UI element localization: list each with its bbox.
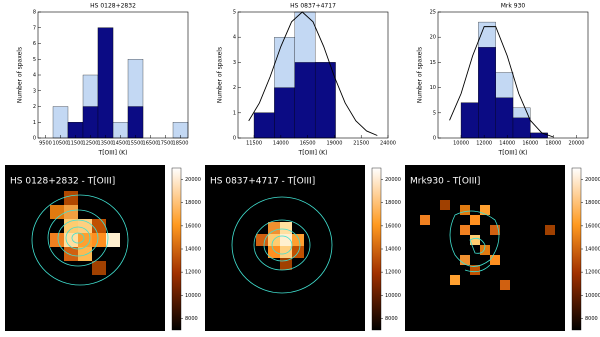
bar: [512, 117, 531, 139]
colorbar-tick-label: 14000: [185, 247, 201, 253]
y-tick-label: 8: [33, 10, 36, 16]
y-tick-label: 25: [430, 10, 436, 16]
colorbar-tick-label: 10000: [385, 293, 401, 299]
x-tick-label: 11500: [246, 141, 262, 147]
x-tick-label: 16000: [522, 141, 538, 147]
colorbar-tick-label: 18000: [585, 200, 600, 206]
map-1: [5, 165, 165, 331]
plot-frame: [237, 11, 389, 139]
y-tick-label: 5: [433, 110, 436, 116]
x-tick-label: 18000: [545, 141, 561, 147]
colorbar-tick-label: 8000: [585, 316, 598, 322]
y-tick-label: 0: [433, 136, 436, 142]
colorbar-tick-label: 16000: [185, 223, 201, 229]
bar: [460, 102, 479, 139]
y-tick-label: 0: [33, 136, 36, 142]
y-tick-label: 20: [430, 35, 436, 41]
colorbar-tick-label: 14000: [385, 247, 401, 253]
x-tick-label: 14000: [273, 141, 289, 147]
colorbar: [171, 167, 182, 331]
y-tick-label: 1: [33, 120, 36, 126]
colorbar-tick-label: 18000: [185, 200, 201, 206]
x-tick-label: 10000: [453, 141, 469, 147]
x-tick-label: 14500: [113, 141, 129, 147]
colorbar: [371, 167, 382, 331]
bar: [97, 27, 114, 139]
x-tick-label: 12500: [83, 141, 99, 147]
colorbar-tick-label: 14000: [585, 247, 600, 253]
x-tick-label: 16500: [143, 141, 159, 147]
colorbar-tick-label: 20000: [385, 177, 401, 183]
colorbar-tick-label: 8000: [185, 316, 198, 322]
chart-title: HS 0837+4717: [290, 3, 336, 10]
bar: [478, 47, 496, 139]
y-tick-label: 10: [430, 85, 436, 91]
x-tick-label: 13500: [98, 141, 114, 147]
bar: [127, 106, 144, 139]
y-tick-label: 0: [233, 136, 236, 142]
chart-title: HS 0128+2832: [90, 3, 136, 10]
x-tick-label: 14000: [499, 141, 515, 147]
y-axis-label: Number of spaxels: [217, 47, 224, 103]
x-axis-label: T[OIII] (K): [98, 150, 128, 157]
fit-curve: [248, 11, 378, 136]
map-title: HS 0128+2832 - T[OIII]: [10, 177, 115, 187]
x-tick-label: 24000: [380, 141, 396, 147]
bar: [253, 112, 275, 139]
y-tick-label: 7: [33, 25, 36, 31]
bar: [274, 87, 295, 139]
y-tick-label: 1: [233, 110, 236, 116]
y-tick-label: 2: [33, 104, 36, 110]
colorbar-tick-label: 18000: [385, 200, 401, 206]
colorbar-tick-label: 16000: [385, 223, 401, 229]
x-tick-label: 20000: [569, 141, 585, 147]
x-tick-label: 10500: [53, 141, 69, 147]
y-tick-label: 6: [33, 41, 36, 47]
colorbar-tick-label: 20000: [585, 177, 600, 183]
y-tick-label: 2: [233, 85, 236, 91]
colorbar-tick-label: 10000: [185, 293, 201, 299]
y-tick-label: 4: [233, 35, 236, 41]
bar: [495, 97, 514, 139]
chart-title: Mrk 930: [501, 3, 526, 10]
x-tick-label: 11500: [68, 141, 84, 147]
fit-curve: [449, 26, 554, 138]
colorbar-tick-label: 20000: [185, 177, 201, 183]
bar: [52, 106, 69, 139]
colorbar: [571, 167, 582, 331]
bar: [82, 106, 99, 139]
plot-frame: [437, 11, 589, 139]
y-tick-label: 5: [233, 10, 236, 16]
bar: [294, 62, 316, 139]
x-tick-label: 19000: [326, 141, 342, 147]
x-axis-label: T[OIII] (K): [298, 150, 328, 157]
x-tick-label: 9500: [39, 141, 52, 147]
map-title: HS 0837+4717 - T[OIII]: [210, 177, 315, 187]
x-tick-label: 15500: [128, 141, 144, 147]
colorbar-tick-label: 12000: [585, 270, 600, 276]
x-axis-label: T[OIII] (K): [498, 150, 528, 157]
x-tick-label: 21500: [353, 141, 369, 147]
map-title: Mrk930 - T[OIII]: [410, 177, 480, 187]
y-axis-label: Number of spaxels: [417, 47, 424, 103]
y-tick-label: 4: [33, 73, 36, 79]
x-tick-label: 16500: [300, 141, 316, 147]
y-axis-label: Number of spaxels: [17, 47, 24, 103]
bar: [314, 62, 336, 139]
y-tick-label: 3: [33, 88, 36, 94]
colorbar-tick-label: 12000: [185, 270, 201, 276]
y-tick-label: 3: [233, 60, 236, 66]
map-2: [205, 165, 365, 331]
colorbar-tick-label: 16000: [585, 223, 600, 229]
x-tick-label: 12000: [476, 141, 492, 147]
colorbar-tick-label: 10000: [585, 293, 600, 299]
x-tick-label: 18500: [173, 141, 189, 147]
x-tick-label: 17500: [158, 141, 174, 147]
map-3: [405, 165, 565, 331]
y-tick-label: 5: [33, 57, 36, 63]
y-tick-label: 15: [430, 60, 436, 66]
colorbar-tick-label: 8000: [385, 316, 398, 322]
colorbar-tick-label: 12000: [385, 270, 401, 276]
